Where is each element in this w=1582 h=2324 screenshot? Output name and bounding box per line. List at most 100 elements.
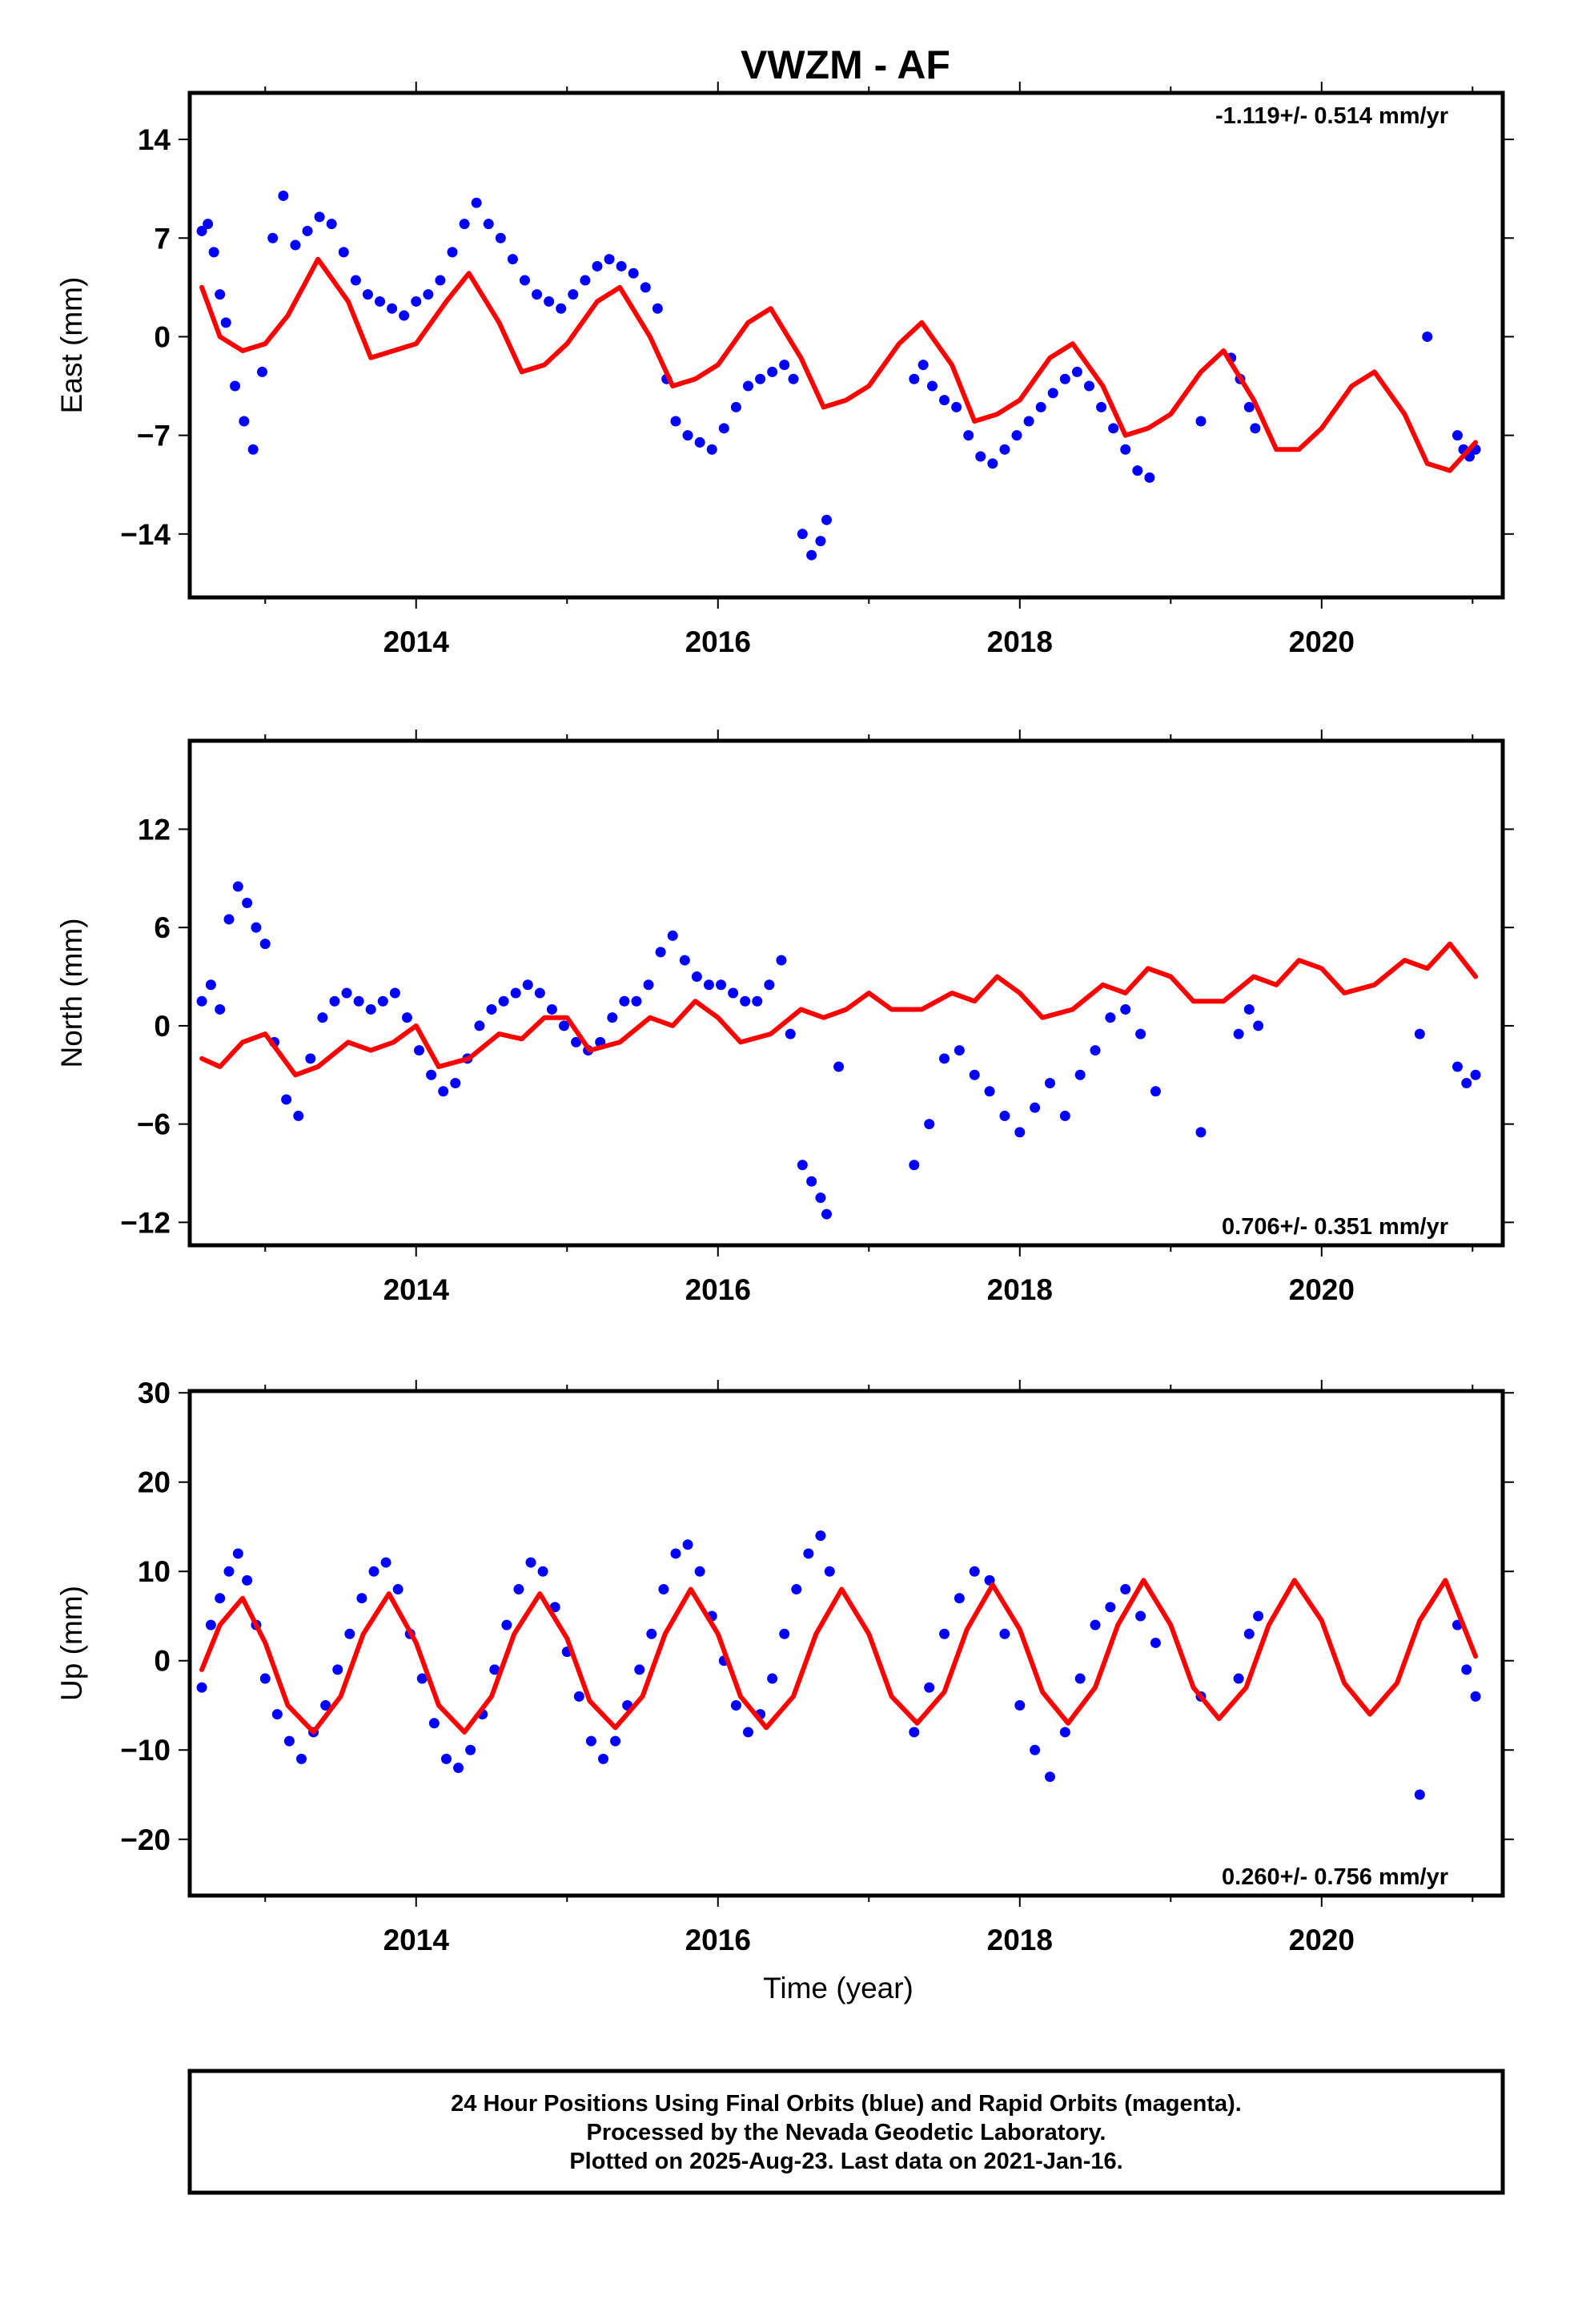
east-data-point bbox=[1144, 472, 1155, 483]
up-data-point bbox=[1461, 1664, 1472, 1675]
north-data-point bbox=[1135, 1028, 1146, 1039]
east-data-point bbox=[652, 303, 663, 314]
east-data-point bbox=[447, 247, 458, 258]
east-data-point bbox=[706, 444, 717, 455]
up-data-point bbox=[537, 1566, 548, 1577]
up-data-point bbox=[196, 1682, 207, 1693]
north-data-point bbox=[215, 1003, 226, 1015]
footer-line-3: Plotted on 2025-Aug-23. Last data on 202… bbox=[569, 2149, 1122, 2174]
north-data-point bbox=[954, 1045, 965, 1056]
north-data-point bbox=[281, 1094, 292, 1105]
up-data-point bbox=[924, 1682, 935, 1693]
east-data-point bbox=[797, 529, 808, 540]
east-data-point bbox=[387, 303, 398, 314]
east-data-point bbox=[628, 267, 639, 279]
east-data-point bbox=[963, 430, 974, 441]
east-xtick-label: 2016 bbox=[685, 625, 751, 658]
up-data-point bbox=[453, 1763, 464, 1774]
north-data-point bbox=[667, 930, 678, 941]
up-data-point bbox=[694, 1566, 705, 1577]
north-data-point bbox=[196, 995, 207, 1007]
east-data-point bbox=[694, 436, 705, 448]
up-data-point bbox=[1120, 1584, 1131, 1595]
east-data-point bbox=[718, 423, 729, 434]
north-ytick-label: 0 bbox=[154, 1010, 171, 1043]
east-ytick-label: 14 bbox=[138, 123, 171, 156]
east-data-point bbox=[730, 401, 741, 412]
north-data-point bbox=[939, 1053, 950, 1064]
north-data-point bbox=[534, 987, 545, 999]
east-ytick-label: 0 bbox=[154, 320, 171, 353]
up-xtick-label: 2016 bbox=[685, 1924, 751, 1956]
footer-line-2: Processed by the Nevada Geodetic Laborat… bbox=[587, 2120, 1106, 2145]
north-data-point bbox=[474, 1020, 485, 1031]
north-data-point bbox=[1452, 1061, 1463, 1072]
east-ytick-label: −7 bbox=[137, 420, 171, 452]
east-data-point bbox=[767, 366, 778, 377]
east-ytick-label: −14 bbox=[120, 518, 171, 551]
north-data-point bbox=[776, 955, 787, 966]
up-data-point bbox=[271, 1709, 283, 1720]
east-data-point bbox=[604, 254, 615, 265]
up-data-point bbox=[803, 1548, 814, 1559]
up-data-point bbox=[344, 1628, 355, 1639]
north-data-point bbox=[1414, 1028, 1425, 1039]
east-data-point bbox=[788, 373, 799, 384]
north-data-point bbox=[924, 1119, 935, 1130]
north-data-point bbox=[703, 979, 714, 991]
east-data-point bbox=[459, 219, 470, 230]
up-data-point bbox=[320, 1699, 331, 1711]
north-frame bbox=[187, 738, 1505, 1248]
north-panel: 2014 2016 2018 2020 12 6 0 −6 −12 North (mm) 0.706… bbox=[55, 730, 1514, 1306]
north-data-point bbox=[1105, 1012, 1116, 1023]
north-data-point bbox=[510, 987, 521, 999]
north-xtick-label: 2016 bbox=[685, 1273, 751, 1306]
up-data-point bbox=[1090, 1619, 1101, 1630]
north-data-point bbox=[546, 1003, 557, 1015]
up-data-point bbox=[1135, 1610, 1146, 1622]
north-data-point bbox=[752, 995, 763, 1007]
east-data-point bbox=[951, 401, 962, 412]
east-data-point bbox=[239, 416, 250, 427]
up-data-point bbox=[815, 1530, 826, 1542]
east-data-point bbox=[1023, 416, 1034, 427]
north-data-point bbox=[558, 1020, 569, 1031]
north-data-point bbox=[232, 881, 243, 892]
north-data-point bbox=[377, 995, 388, 1007]
north-data-point bbox=[317, 1012, 328, 1023]
east-data-point bbox=[779, 360, 790, 371]
up-data-point bbox=[682, 1539, 693, 1550]
east-data-point bbox=[1108, 423, 1119, 434]
up-data-point bbox=[791, 1584, 802, 1595]
north-data-point bbox=[655, 947, 666, 958]
east-data-point bbox=[203, 219, 214, 230]
north-data-point bbox=[353, 995, 364, 1007]
north-data-point bbox=[785, 1028, 796, 1039]
up-data-point bbox=[368, 1566, 379, 1577]
east-data-point bbox=[1243, 401, 1255, 412]
up-data-point bbox=[585, 1735, 596, 1747]
north-data-point bbox=[305, 1053, 316, 1064]
up-data-point bbox=[1150, 1637, 1161, 1648]
up-data-point bbox=[223, 1566, 235, 1577]
up-data-point bbox=[1014, 1699, 1026, 1711]
east-data-point bbox=[1035, 401, 1046, 412]
up-data-point bbox=[939, 1628, 950, 1639]
east-data-point bbox=[975, 451, 986, 462]
footer-frame bbox=[187, 2069, 1505, 2195]
east-data-point bbox=[568, 289, 579, 300]
up-data-point bbox=[742, 1727, 753, 1738]
north-data-point bbox=[1059, 1110, 1070, 1121]
east-data-point bbox=[909, 373, 920, 384]
north-data-point bbox=[1090, 1045, 1101, 1056]
up-data-point bbox=[283, 1735, 295, 1747]
east-ylabel: East (mm) bbox=[55, 277, 88, 414]
north-data-point bbox=[1014, 1127, 1026, 1138]
north-data-point bbox=[1150, 1086, 1161, 1097]
east-data-point bbox=[338, 247, 349, 258]
east-data-point bbox=[230, 380, 241, 392]
north-data-point bbox=[716, 979, 727, 991]
north-data-point bbox=[242, 898, 253, 908]
north-data-point bbox=[833, 1061, 845, 1072]
north-data-point bbox=[999, 1110, 1010, 1121]
